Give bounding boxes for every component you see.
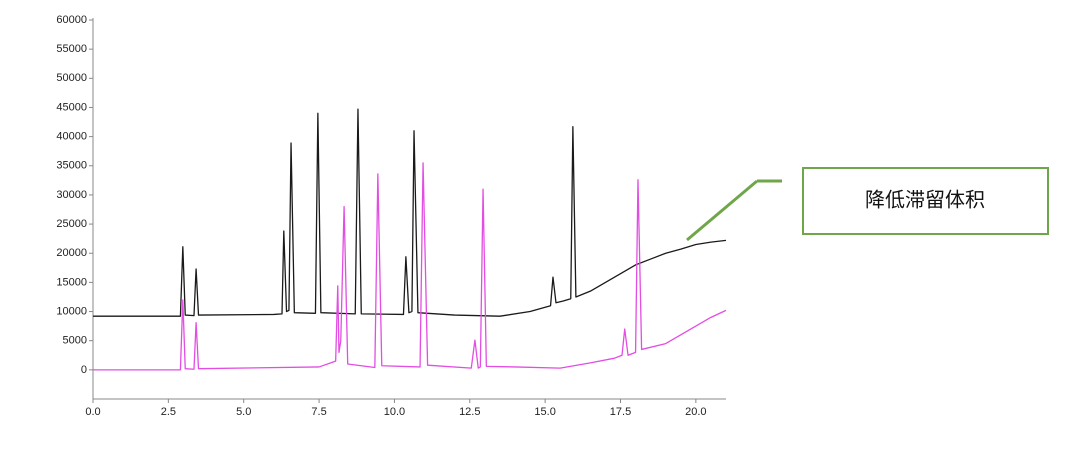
y-tick-label: 35000	[56, 160, 87, 172]
y-tick-label: 5000	[63, 335, 87, 347]
x-tick-label: 7.5	[311, 406, 326, 418]
x-tick-label: 17.5	[610, 406, 631, 418]
annotation-box	[802, 167, 1049, 235]
series-line	[93, 162, 727, 371]
x-tick-label: 5.0	[236, 406, 251, 418]
y-tick-label: 60000	[56, 14, 87, 26]
y-tick-label: 10000	[56, 305, 87, 317]
y-tick-label: 25000	[56, 218, 87, 230]
x-tick-label: 20.0	[685, 406, 706, 418]
series-line	[93, 108, 727, 317]
y-tick-label: 20000	[56, 247, 87, 259]
annotation-arrow	[686, 179, 758, 242]
annotation-text: 降低滞留体积	[865, 188, 985, 212]
y-tick-label: 40000	[56, 131, 87, 143]
x-tick-label: 12.5	[459, 406, 480, 418]
x-tick-label: 10.0	[384, 406, 405, 418]
y-tick-label: 0	[81, 364, 87, 376]
y-tick-label: 45000	[56, 101, 87, 113]
x-tick-label: 15.0	[534, 406, 555, 418]
x-tick-label: 2.5	[161, 406, 176, 418]
y-tick-label: 15000	[56, 276, 87, 288]
x-tick-label: 0.0	[85, 406, 100, 418]
y-tick-label: 50000	[56, 72, 87, 84]
y-tick-label: 55000	[56, 43, 87, 55]
y-tick-label: 30000	[56, 189, 87, 201]
